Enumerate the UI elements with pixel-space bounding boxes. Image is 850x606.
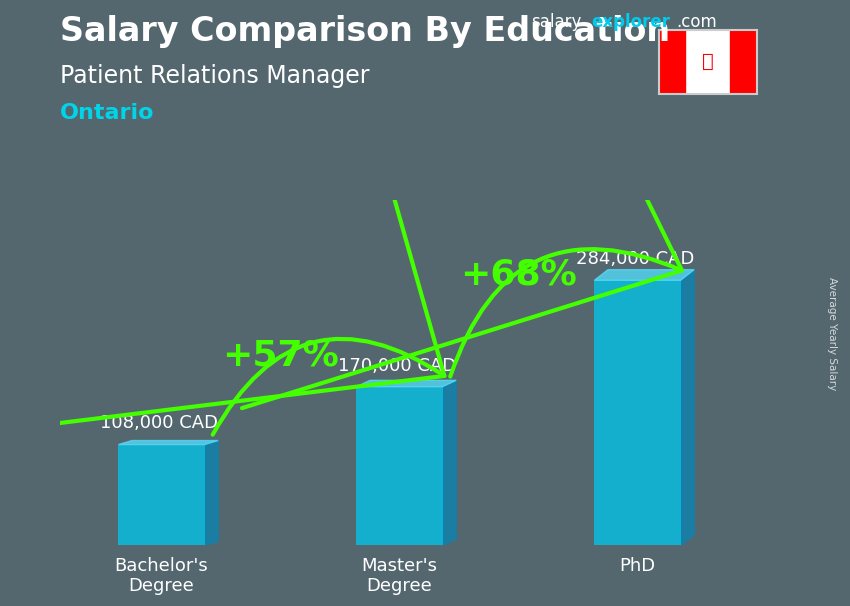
Polygon shape <box>594 270 694 280</box>
Bar <box>118 445 205 545</box>
Text: 170,000 CAD: 170,000 CAD <box>338 356 456 375</box>
Text: Salary Comparison By Education: Salary Comparison By Education <box>60 15 670 48</box>
Text: 108,000 CAD: 108,000 CAD <box>100 415 218 433</box>
Text: +57%: +57% <box>222 339 339 373</box>
FancyArrowPatch shape <box>242 0 682 408</box>
Text: salary: salary <box>531 13 581 32</box>
Text: 🍁: 🍁 <box>702 52 713 71</box>
FancyArrowPatch shape <box>0 0 445 435</box>
Text: 284,000 CAD: 284,000 CAD <box>576 250 694 268</box>
Bar <box>730 30 756 94</box>
Text: Patient Relations Manager: Patient Relations Manager <box>60 64 369 88</box>
Polygon shape <box>118 441 218 445</box>
Polygon shape <box>356 381 456 387</box>
Polygon shape <box>443 381 456 545</box>
Text: .com: .com <box>676 13 717 32</box>
Text: +68%: +68% <box>460 258 577 291</box>
Polygon shape <box>205 441 218 545</box>
Bar <box>659 30 685 94</box>
Text: Ontario: Ontario <box>60 103 154 123</box>
Bar <box>356 387 443 545</box>
Text: explorer: explorer <box>591 13 670 32</box>
Text: Average Yearly Salary: Average Yearly Salary <box>827 277 837 390</box>
Bar <box>685 30 730 94</box>
Polygon shape <box>681 270 694 545</box>
Bar <box>594 280 681 545</box>
